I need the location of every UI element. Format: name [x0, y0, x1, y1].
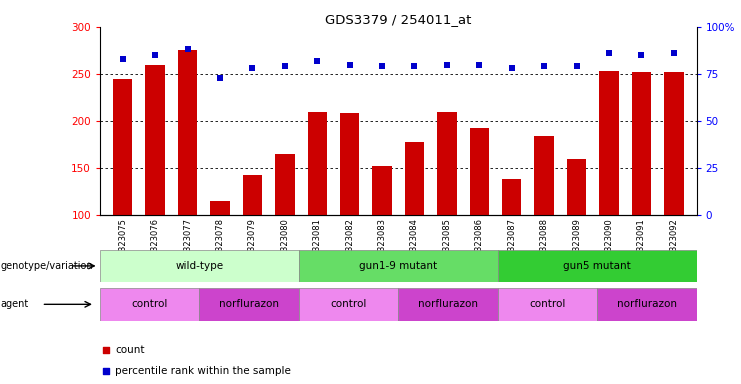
- Text: control: control: [132, 299, 168, 310]
- Point: [506, 65, 518, 71]
- Point: [279, 63, 290, 70]
- Point: [247, 65, 259, 71]
- Bar: [498, 250, 697, 282]
- Bar: [243, 175, 262, 215]
- Bar: [299, 288, 399, 321]
- Point: [100, 347, 112, 353]
- Point: [344, 61, 356, 68]
- Bar: [502, 179, 522, 215]
- Bar: [100, 288, 199, 321]
- Point: [441, 61, 453, 68]
- Text: control: control: [330, 299, 367, 310]
- Text: control: control: [529, 299, 565, 310]
- Point: [311, 58, 323, 64]
- Point: [408, 63, 420, 70]
- Point: [214, 74, 226, 81]
- Point: [182, 46, 193, 53]
- Bar: [340, 113, 359, 215]
- Bar: [597, 288, 697, 321]
- Bar: [567, 159, 586, 215]
- Text: agent: agent: [1, 299, 29, 310]
- Bar: [664, 72, 684, 215]
- Bar: [308, 112, 327, 215]
- Bar: [178, 50, 197, 215]
- Bar: [399, 288, 498, 321]
- Bar: [498, 288, 597, 321]
- Bar: [373, 166, 392, 215]
- Bar: [145, 65, 165, 215]
- Bar: [275, 154, 295, 215]
- Text: percentile rank within the sample: percentile rank within the sample: [115, 366, 290, 376]
- Point: [100, 368, 112, 374]
- Point: [668, 50, 679, 56]
- Point: [603, 50, 615, 56]
- Bar: [631, 72, 651, 215]
- Text: norflurazon: norflurazon: [617, 299, 677, 310]
- Bar: [113, 79, 133, 215]
- Point: [376, 63, 388, 70]
- Point: [538, 63, 550, 70]
- Bar: [534, 136, 554, 215]
- Text: gun1-9 mutant: gun1-9 mutant: [359, 261, 437, 271]
- Text: norflurazon: norflurazon: [219, 299, 279, 310]
- Bar: [405, 142, 424, 215]
- Point: [149, 52, 161, 58]
- Bar: [599, 71, 619, 215]
- Bar: [299, 250, 498, 282]
- Bar: [199, 288, 299, 321]
- Text: count: count: [115, 345, 144, 355]
- Bar: [437, 112, 456, 215]
- Point: [636, 52, 648, 58]
- Text: gun5 mutant: gun5 mutant: [563, 261, 631, 271]
- Text: genotype/variation: genotype/variation: [1, 261, 93, 271]
- Text: norflurazon: norflurazon: [418, 299, 478, 310]
- Bar: [210, 201, 230, 215]
- Point: [473, 61, 485, 68]
- Point: [117, 56, 129, 62]
- Text: wild-type: wild-type: [176, 261, 224, 271]
- Bar: [100, 250, 299, 282]
- Bar: [470, 127, 489, 215]
- Point: [571, 63, 582, 70]
- Title: GDS3379 / 254011_at: GDS3379 / 254011_at: [325, 13, 471, 26]
